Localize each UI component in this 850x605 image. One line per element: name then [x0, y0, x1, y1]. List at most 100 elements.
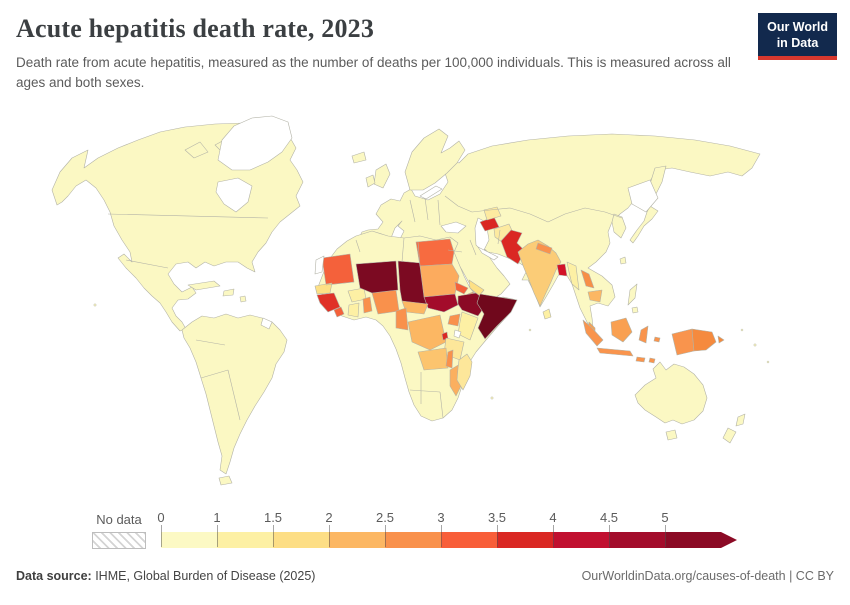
- attribution-link[interactable]: OurWorldinData.org/causes-of-death | CC …: [581, 569, 834, 583]
- baltic-sea: [419, 185, 443, 200]
- country-indonesia-sumatra[interactable]: [582, 319, 604, 347]
- owid-logo-line2: in Data: [776, 35, 819, 50]
- country-eritrea[interactable]: [454, 281, 469, 295]
- country-new-zealand[interactable]: [722, 413, 746, 444]
- owid-logo[interactable]: Our World in Data: [758, 13, 837, 61]
- legend-bin-3.5[interactable]: [497, 532, 553, 548]
- legend-tick-label: 4.5: [599, 510, 619, 525]
- country-drc[interactable]: [407, 314, 447, 351]
- country-mauritania[interactable]: [321, 253, 355, 286]
- country-greenland[interactable]: [217, 115, 293, 171]
- legend-tick: [161, 525, 162, 547]
- country-indonesia-papua[interactable]: [671, 328, 695, 356]
- country-united-kingdom[interactable]: [373, 163, 391, 189]
- legend-arrow-tip: [721, 532, 737, 548]
- legend-bin-3[interactable]: [441, 532, 497, 548]
- country-iceland[interactable]: [351, 151, 367, 164]
- country-niger[interactable]: [355, 260, 399, 294]
- country-zambia[interactable]: [417, 347, 449, 371]
- owid-logo-line1: Our World: [767, 20, 828, 34]
- country-senegal[interactable]: [314, 282, 333, 295]
- country-somalia[interactable]: [476, 293, 518, 340]
- chart-footer: Data source: IHME, Global Burden of Dise…: [16, 569, 834, 583]
- country-madagascar[interactable]: [456, 353, 473, 391]
- country-philippines[interactable]: [627, 283, 639, 314]
- country-north-america[interactable]: [51, 122, 304, 332]
- page-title: Acute hepatitis death rate, 2023: [16, 14, 375, 43]
- country-australia[interactable]: [634, 361, 708, 425]
- no-data-swatch[interactable]: [92, 532, 146, 549]
- legend-bin-4.5[interactable]: [609, 532, 665, 548]
- legend-tick: [217, 525, 218, 547]
- legend-tick-label: 3.5: [487, 510, 507, 525]
- country-indonesia-sulawesi[interactable]: [638, 325, 649, 344]
- country-uganda[interactable]: [447, 313, 461, 327]
- legend-bin-1.5[interactable]: [273, 532, 329, 548]
- country-tasmania[interactable]: [665, 429, 678, 441]
- country-egypt[interactable]: [415, 238, 455, 267]
- border-us-canada: [107, 213, 269, 219]
- chart-header: Acute hepatitis death rate, 2023 Death r…: [16, 14, 746, 94]
- map-legend: No data 0 1 1.5 2 2.5 3 3.5 4 4.5 5: [92, 511, 739, 549]
- country-caribbean[interactable]: [187, 280, 247, 303]
- country-myanmar[interactable]: [566, 261, 580, 291]
- data-source-label: Data source:: [16, 569, 92, 583]
- legend-tick-label: 4: [549, 510, 557, 525]
- legend-tick: [665, 525, 666, 547]
- country-malawi[interactable]: [445, 349, 454, 369]
- persian-gulf: [477, 246, 499, 261]
- country-cambodia[interactable]: [587, 289, 603, 303]
- country-western-sahara[interactable]: [314, 255, 325, 275]
- legend-tick: [385, 525, 386, 547]
- legend-tick: [329, 525, 330, 547]
- country-indonesia-lesser-sunda[interactable]: [635, 336, 661, 364]
- country-south-america[interactable]: [181, 313, 288, 475]
- country-korea[interactable]: [611, 213, 627, 239]
- legend-bin-0[interactable]: [161, 532, 217, 548]
- sea-of-okhotsk: [627, 179, 659, 213]
- hudson-bay: [215, 177, 253, 213]
- country-french-guiana[interactable]: [260, 317, 273, 330]
- legend-bin-2.5[interactable]: [385, 532, 441, 548]
- country-cameroon[interactable]: [395, 307, 409, 331]
- legend-color-scale: 0 1 1.5 2 2.5 3 3.5 4 4.5 5: [157, 510, 739, 549]
- country-benin-togo[interactable]: [362, 296, 373, 314]
- country-ghana[interactable]: [347, 302, 360, 318]
- country-indonesia-java[interactable]: [596, 347, 634, 357]
- legend-bin-2[interactable]: [329, 532, 385, 548]
- country-nepal[interactable]: [535, 242, 553, 255]
- legend-tick-label: 2.5: [375, 510, 395, 525]
- borders-africa: [325, 237, 444, 419]
- small-islands: [93, 303, 770, 400]
- country-japan[interactable]: [629, 205, 659, 244]
- country-india[interactable]: [517, 239, 562, 307]
- legend-bin-4[interactable]: [553, 532, 609, 548]
- country-taiwan[interactable]: [619, 256, 627, 265]
- borders-south-america: [195, 339, 241, 421]
- legend-bin-1[interactable]: [217, 532, 273, 548]
- country-borneo[interactable]: [610, 317, 633, 343]
- legend-bin-5[interactable]: [665, 532, 721, 548]
- country-sudan[interactable]: [419, 263, 460, 298]
- country-papua-new-guinea[interactable]: [691, 328, 725, 352]
- data-source: Data source: IHME, Global Burden of Dise…: [16, 569, 315, 583]
- country-laos[interactable]: [580, 269, 595, 289]
- country-tierra-del-fuego[interactable]: [218, 475, 233, 486]
- country-liberia[interactable]: [333, 306, 345, 318]
- country-kenya[interactable]: [457, 311, 479, 341]
- legend-tick: [609, 525, 610, 547]
- legend-tick-label: 2: [325, 510, 333, 525]
- borders-europe-asia: [409, 195, 623, 256]
- country-bangladesh[interactable]: [556, 263, 568, 277]
- legend-tick-label: 0: [157, 510, 165, 525]
- legend-tick-label: 1.5: [263, 510, 283, 525]
- legend-tick: [441, 525, 442, 547]
- country-guinea-sierra-leone[interactable]: [316, 292, 341, 313]
- black-sea: [440, 221, 467, 234]
- chart-subtitle: Death rate from acute hepatitis, measure…: [16, 55, 731, 91]
- country-scandinavia[interactable]: [404, 128, 466, 191]
- country-ireland[interactable]: [365, 174, 376, 188]
- country-sri-lanka[interactable]: [542, 308, 552, 320]
